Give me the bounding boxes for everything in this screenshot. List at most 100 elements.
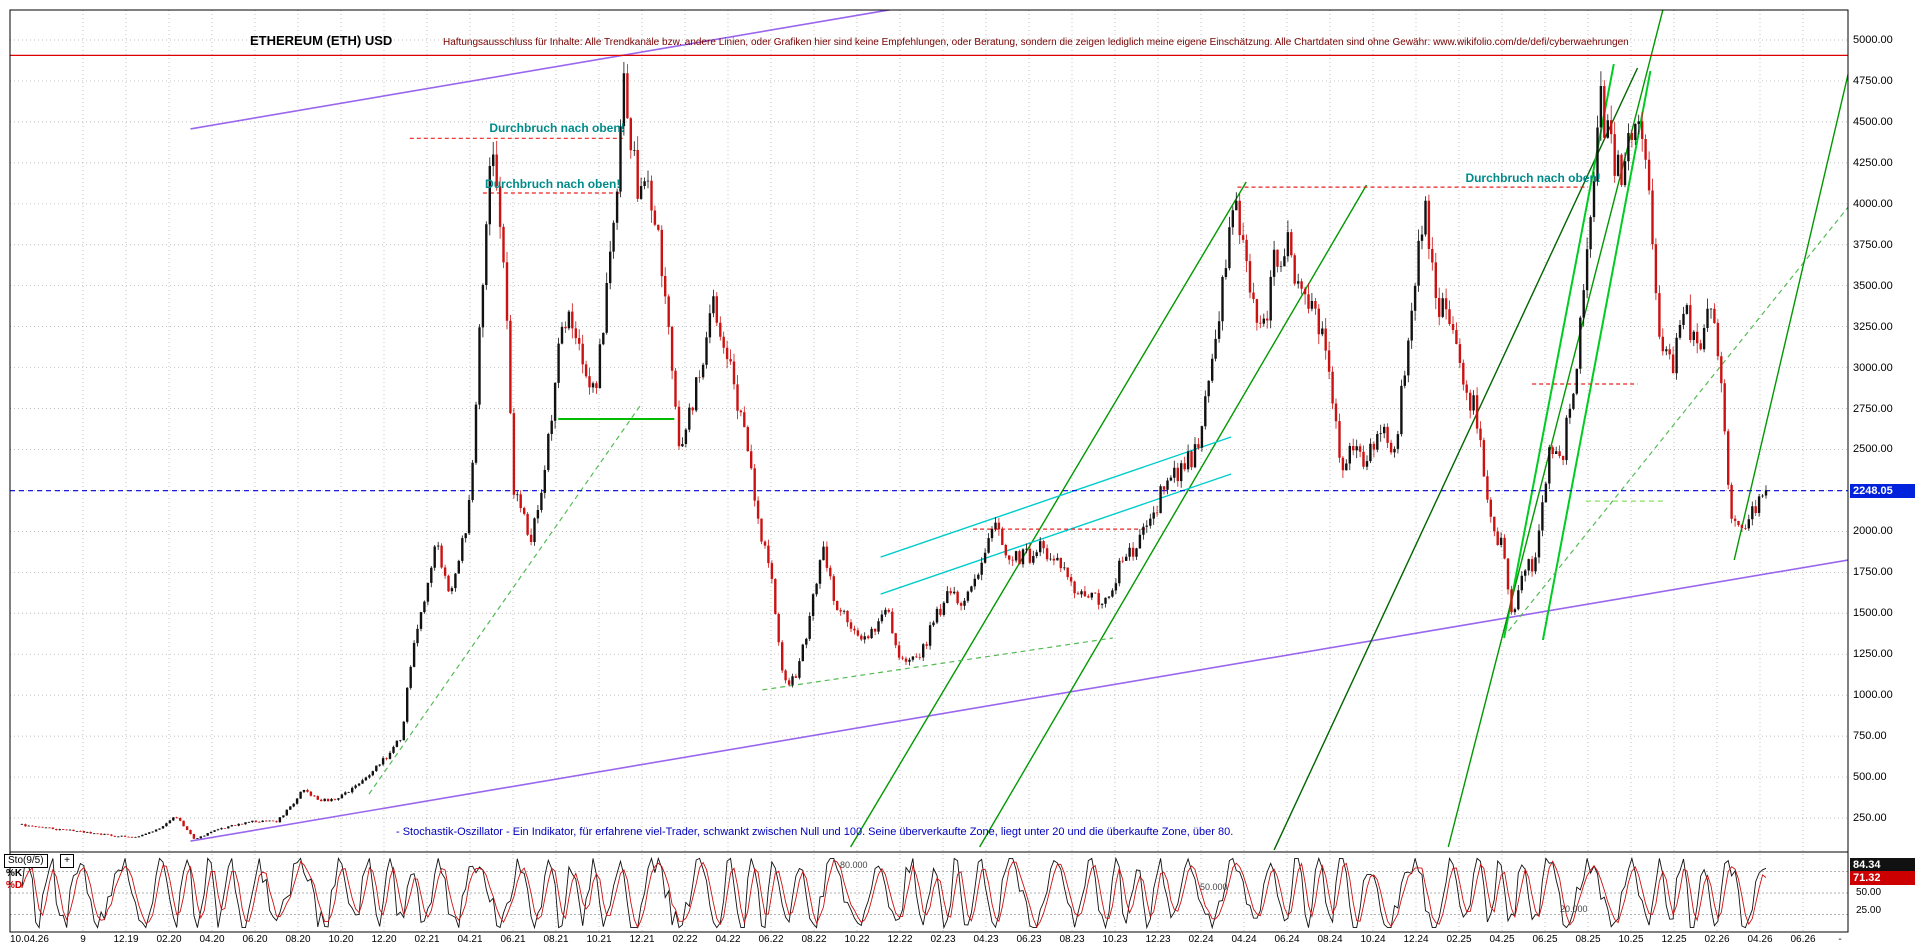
time-axis-label: 10.21 xyxy=(586,934,612,945)
time-axis-label: 04.24 xyxy=(1231,934,1257,945)
line-bright-green-steep-2 xyxy=(1541,70,1652,641)
time-axis-label: 04.22 xyxy=(715,934,741,945)
oscillator-level-label: 20.000 xyxy=(1560,903,1588,914)
line-green-dashed-diag-mid xyxy=(762,637,1113,691)
stochastic-d-line xyxy=(21,859,1767,929)
time-axis-label: 12.23 xyxy=(1145,934,1171,945)
time-axis-label: 08.20 xyxy=(285,934,311,945)
current-price-badge: 2248.05 xyxy=(1850,483,1915,498)
time-axis-label: 06.26 xyxy=(1790,934,1816,945)
time-axis-label: 06.24 xyxy=(1274,934,1300,945)
line-green-channel-1 xyxy=(849,181,1247,848)
line-purple-trend-upper xyxy=(190,10,894,130)
trend-lines xyxy=(10,10,1848,851)
price-axis-label: 1250.00 xyxy=(1853,648,1893,661)
price-axis-label: 4500.00 xyxy=(1853,115,1893,128)
line-purple-trend-support xyxy=(190,559,1848,842)
oscillator-level-label: 50.000 xyxy=(1200,882,1228,892)
time-axis-label: 10.20 xyxy=(328,934,354,945)
time-axis-label: 02.22 xyxy=(672,934,698,945)
time-axis-label: 04.26 xyxy=(1747,934,1773,945)
price-axis-label: 3500.00 xyxy=(1853,279,1893,292)
time-axis-label: 12.19 xyxy=(113,934,139,945)
breakout-annotation: Durchbruch nach oben! xyxy=(485,177,621,192)
price-axis-label: 2000.00 xyxy=(1853,525,1893,538)
oscillator-axis-label: 50.00 xyxy=(1856,887,1882,898)
price-axis-label: 3250.00 xyxy=(1853,320,1893,333)
d-value-badge: 71.32 xyxy=(1850,871,1915,885)
breakout-annotation: Durchbruch nach oben! xyxy=(1465,170,1601,185)
time-axis-label: 02.25 xyxy=(1446,934,1472,945)
oscillator-axis-label: 25.00 xyxy=(1856,905,1882,916)
price-axis-label: 4750.00 xyxy=(1853,74,1893,87)
oscillator-level-label: 80.000 xyxy=(840,860,868,871)
price-axis-label: 250.00 xyxy=(1853,812,1887,824)
price-axis-label: 500.00 xyxy=(1853,771,1887,784)
date-stamp: 10.04.26 xyxy=(10,934,49,945)
price-axis-label: 1750.00 xyxy=(1853,566,1893,579)
time-axis-label: 12.20 xyxy=(371,934,397,945)
time-axis-label: 9 xyxy=(80,934,86,945)
time-axis-label: 12.21 xyxy=(629,934,655,945)
price-axis-label: 4000.00 xyxy=(1853,197,1893,210)
time-axis-label: 10.23 xyxy=(1102,934,1128,945)
time-axis-label: 08.21 xyxy=(543,934,569,945)
price-axis-label: 2750.00 xyxy=(1853,402,1893,415)
line-green-channel-2 xyxy=(978,184,1368,848)
line-green-dashed-diag-left xyxy=(368,405,641,795)
chart-title: ETHEREUM (ETH) USD xyxy=(250,33,393,48)
stochastic-settings-button[interactable]: Sto(9/5) xyxy=(4,854,48,868)
line-green-dashed-support-right xyxy=(1508,206,1848,632)
time-axis-label: 12.22 xyxy=(887,934,913,945)
line-dark-green-long xyxy=(1273,67,1639,851)
time-axis-label: 04.25 xyxy=(1489,934,1515,945)
time-axis-label: 02.26 xyxy=(1704,934,1730,945)
time-axis-label: 06.23 xyxy=(1016,934,1042,945)
k-value-badge: 84.34 xyxy=(1850,858,1915,872)
price-axis-label: 750.00 xyxy=(1853,730,1887,743)
time-axis-label: - xyxy=(1838,934,1842,945)
line-cyan-channel-top xyxy=(880,436,1232,558)
time-axis-label: 06.21 xyxy=(500,934,526,945)
time-axis-label: 08.22 xyxy=(801,934,827,945)
price-axis-label: 4250.00 xyxy=(1853,156,1893,169)
price-axis-label: 2500.00 xyxy=(1853,443,1893,456)
time-axis-label: 10.25 xyxy=(1618,934,1644,945)
time-axis-label: 06.20 xyxy=(242,934,268,945)
grid-lines xyxy=(10,10,1848,932)
stochastic-description: - Stochastik-Oszillator - Ein Indikator,… xyxy=(396,826,1234,838)
time-axis-label: 12.25 xyxy=(1661,934,1687,945)
time-axis-label: 02.20 xyxy=(156,934,182,945)
time-axis-label: 02.24 xyxy=(1188,934,1214,945)
line-cyan-channel-bottom xyxy=(880,473,1232,595)
price-axis-label: 3750.00 xyxy=(1853,238,1893,251)
expand-icon[interactable]: + xyxy=(60,854,74,868)
time-axis-label: 08.25 xyxy=(1575,934,1601,945)
time-axis-label: 06.25 xyxy=(1532,934,1558,945)
price-axis-label: 3000.00 xyxy=(1853,361,1893,374)
time-axis-label: 12.24 xyxy=(1403,934,1429,945)
price-axis-label: 5000.00 xyxy=(1853,34,1893,46)
breakout-annotation: Durchbruch nach oben! xyxy=(489,121,625,136)
candlesticks xyxy=(20,62,1768,840)
time-axis-label: 02.23 xyxy=(930,934,956,945)
time-axis-label: 04.23 xyxy=(973,934,999,945)
time-axis-label: 08.24 xyxy=(1317,934,1343,945)
time-axis-label: 02.21 xyxy=(414,934,440,945)
price-axis-label: 1000.00 xyxy=(1853,689,1893,702)
line-green-right-edge xyxy=(1733,73,1848,561)
line-bright-green-steep-1 xyxy=(1503,63,1615,639)
time-axis-label: 10.24 xyxy=(1360,934,1386,945)
price-axis-label: 1500.00 xyxy=(1853,607,1893,620)
stochastic-k-line xyxy=(21,856,1767,930)
time-axis-label: 04.21 xyxy=(457,934,483,945)
k-label: %K xyxy=(6,868,23,879)
disclaimer-text: Haftungsausschluss für Inhalte: Alle Tre… xyxy=(443,37,1629,48)
time-axis-label: 06.22 xyxy=(758,934,784,945)
time-axis-label: 10.22 xyxy=(844,934,870,945)
time-axis-label: 08.23 xyxy=(1059,934,1085,945)
d-label: %D xyxy=(6,880,23,891)
stochastic-oscillator xyxy=(21,856,1767,930)
